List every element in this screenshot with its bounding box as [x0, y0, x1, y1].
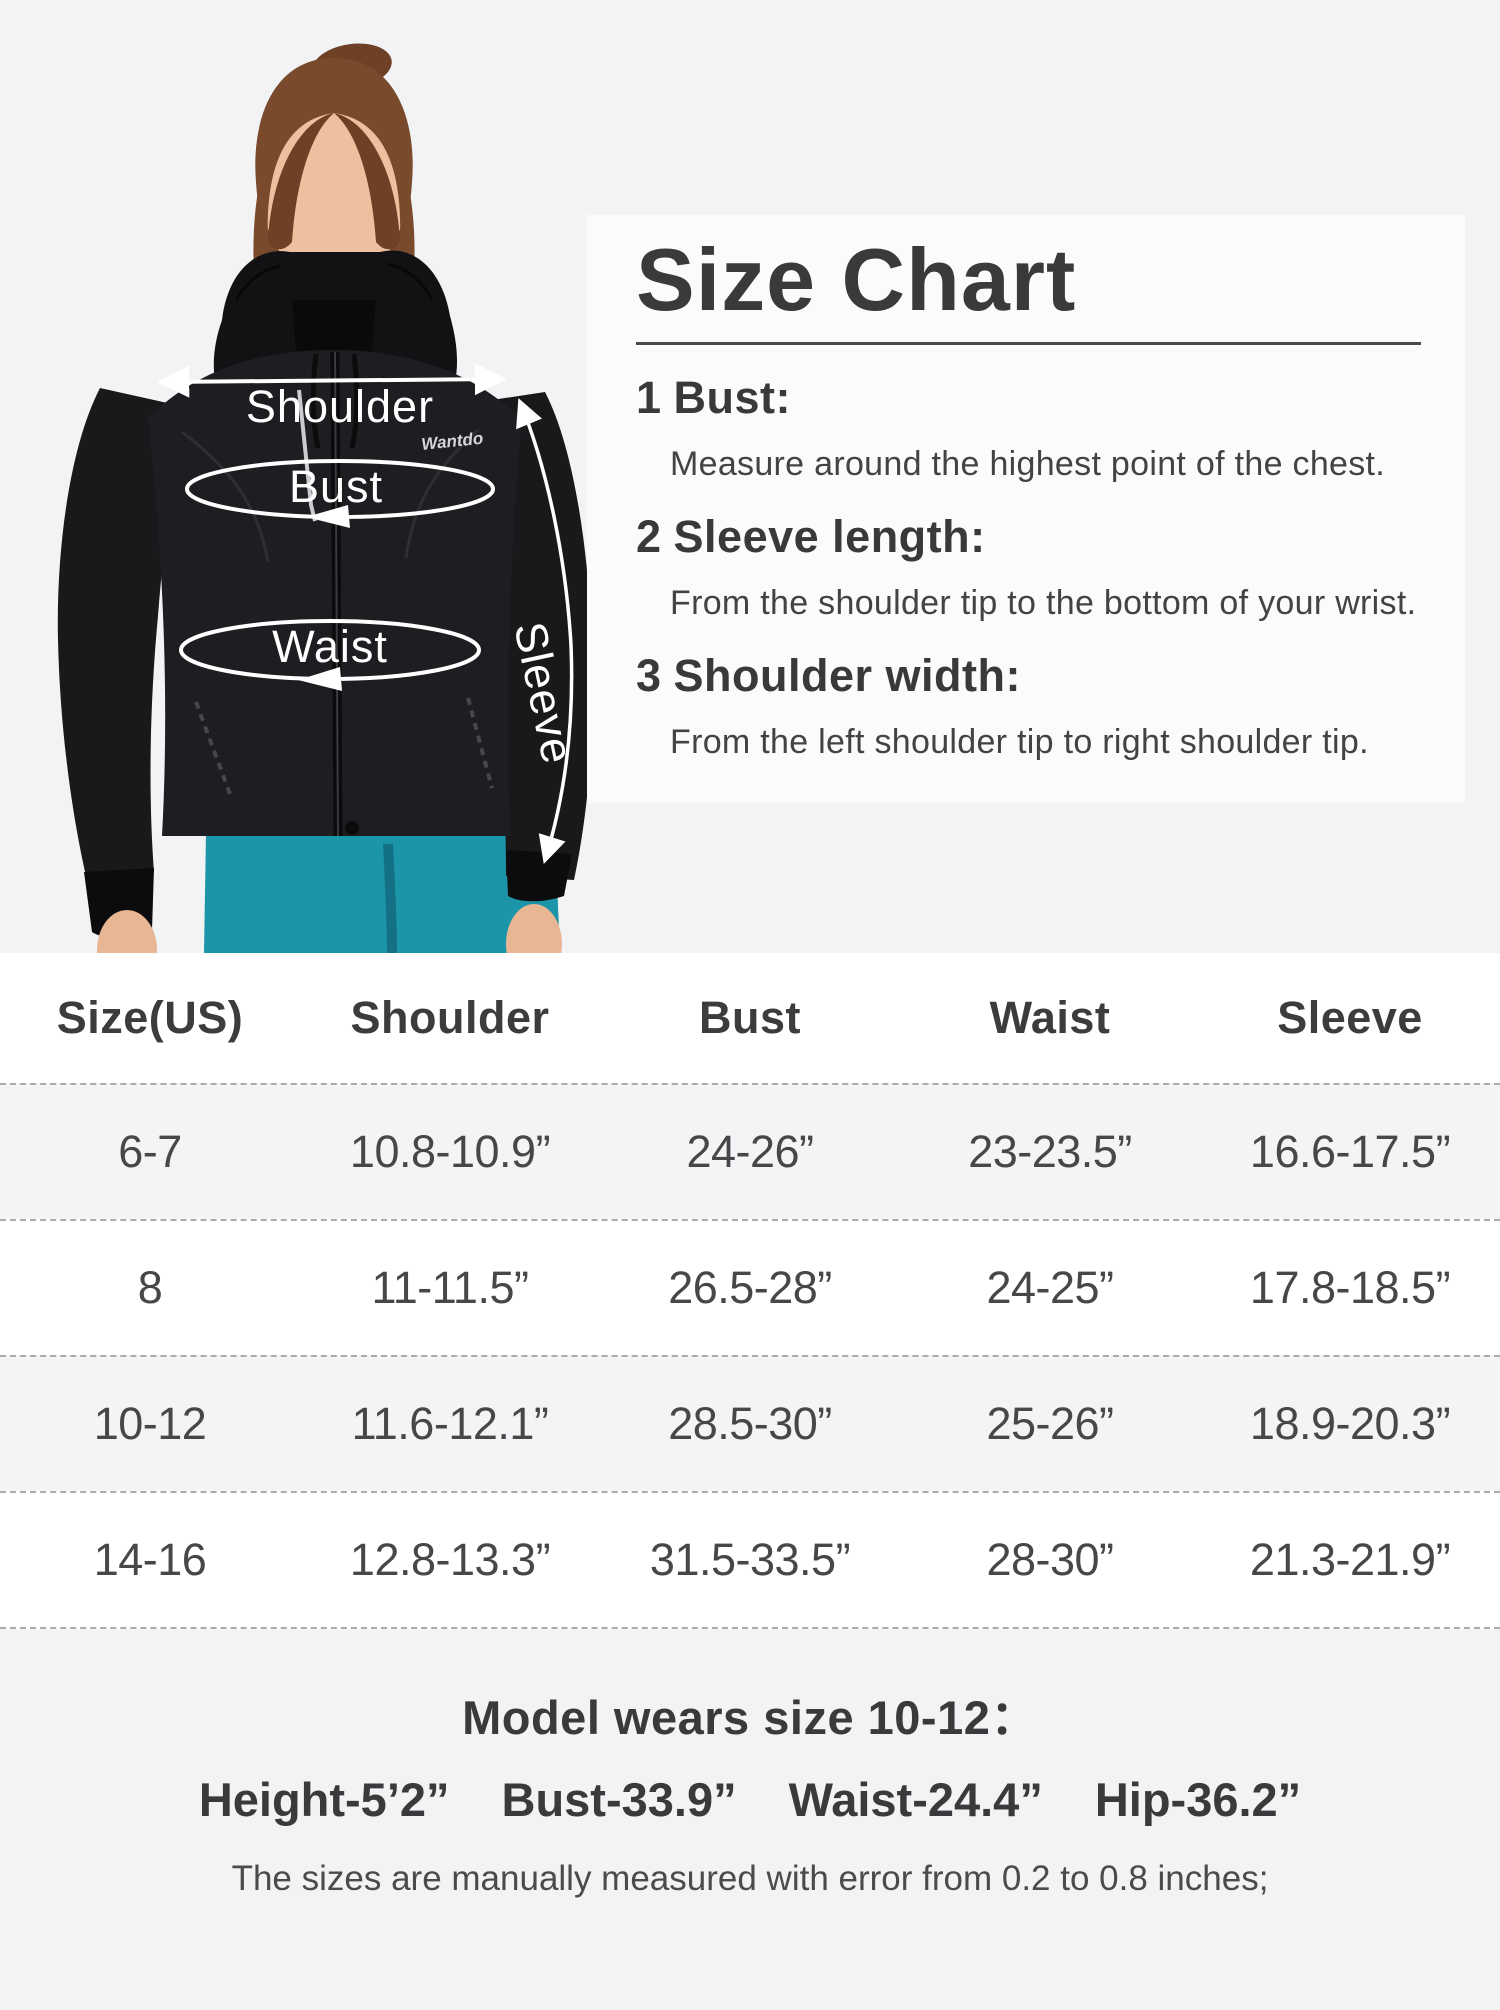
hair-bang-right [334, 113, 400, 250]
face [260, 87, 408, 283]
table-cell: 21.3-21.9” [1249, 1534, 1451, 1585]
guide-item-description: From the shoulder tip to the bottom of y… [670, 583, 1417, 622]
table-cell: 10.8-10.9” [349, 1126, 551, 1177]
table-row: 14-16 12.8-13.3” 31.5-33.5” 28-30” 21.3-… [0, 1491, 1500, 1629]
model-hip: Hip-36.2” [1094, 1773, 1302, 1826]
jacket-seam-left [181, 430, 270, 563]
table-row: 6-7 10.8-10.9” 24-26” 23-23.5” 16.6-17.5… [0, 1083, 1500, 1219]
guide-item-description: Measure around the highest point of the … [670, 444, 1386, 483]
table-cell: 26.5-28” [668, 1262, 832, 1313]
model-photo: Wantdo Shoulder Bust Waist Sleeve [57, 43, 594, 953]
waist-ellipse-arrowhead [298, 667, 342, 691]
hand-left [97, 910, 157, 953]
guide-item-label: Sleeve length: [673, 510, 986, 562]
hood-fur-detail [234, 262, 434, 301]
guide-item-number: 1 [636, 371, 662, 423]
model-measurements: Height-5’2” Bust-33.9” Waist-24.4” Hip-3… [0, 1772, 1500, 1827]
table-cell: 10-12 [93, 1398, 207, 1449]
table-cell: 11.6-12.1” [351, 1398, 549, 1449]
measure-guide-card: Size Chart 1 Bust: Measure around the hig… [587, 215, 1465, 803]
model-height: Height-5’2” [198, 1773, 450, 1826]
table-cell: 18.9-20.3” [1249, 1398, 1451, 1449]
table-cell: 25-26” [986, 1398, 1114, 1449]
guide-item-heading: 3 Shoulder width: [636, 650, 1421, 702]
bust-ellipse-arrowhead [306, 505, 350, 528]
size-table: Size(US) Shoulder Bust Waist Sleeve 6-7 … [0, 953, 1500, 1629]
model-size-note: Model wears size 10-12： [462, 1691, 1038, 1744]
table-header-row: Size(US) Shoulder Bust Waist Sleeve [0, 953, 1500, 1083]
table-cell: 28-30” [986, 1534, 1114, 1585]
guide-item-heading: 1 Bust: [636, 372, 1421, 424]
model-illustration: Wantdo [57, 43, 594, 953]
page-title: Size Chart [636, 230, 1077, 329]
table-cell: 28.5-30” [668, 1398, 832, 1449]
guide-item-label: Bust: [673, 371, 792, 423]
table-cell: 6-7 [118, 1126, 182, 1177]
table-row: 8 11-11.5” 26.5-28” 24-25” 17.8-18.5” [0, 1219, 1500, 1355]
table-cell: 23-23.5” [968, 1126, 1132, 1177]
footer-notes: Model wears size 10-12： Height-5’2” Bust… [0, 1629, 1500, 2010]
table-cell: 16.6-17.5” [1249, 1126, 1451, 1177]
sleeve-measure-arrow [516, 398, 574, 865]
pocket-zipper-left [194, 701, 232, 795]
table-row: 10-12 11.6-12.1” 28.5-30” 25-26” 18.9-20… [0, 1355, 1500, 1491]
guide-item-bust: 1 Bust: Measure around the highest point … [636, 372, 1421, 484]
guide-item-label: Shoulder width: [673, 649, 1021, 701]
model-waist: Waist-24.4” [788, 1773, 1043, 1826]
pocket-zipper-right [466, 697, 494, 789]
table-cell: 14-16 [93, 1534, 207, 1585]
center-zipper-highlight [334, 351, 339, 837]
turtleneck [292, 300, 376, 358]
table-cell: 24-25” [986, 1262, 1114, 1313]
table-cell: 8 [137, 1262, 163, 1313]
jacket-seam-right [404, 428, 480, 559]
pants-leg-seam [383, 843, 397, 953]
table-header-cell: Shoulder [350, 992, 550, 1043]
table-cell: 31.5-33.5” [649, 1534, 851, 1585]
title-underline [636, 341, 1421, 345]
table-header-cell: Bust [699, 992, 801, 1043]
table-header-cell: Size(US) [56, 992, 244, 1043]
waist-label: Waist [272, 621, 388, 672]
hero-section: Wantdo Shoulder Bust Waist Sleeve Size C… [0, 0, 1500, 953]
hand-right [506, 904, 562, 953]
shoulder-measure-arrow [157, 363, 507, 398]
table-cell: 12.8-13.3” [349, 1534, 551, 1585]
hair-bang-left [268, 113, 334, 250]
measurement-disclaimer: The sizes are manually measured with err… [231, 1859, 1269, 1898]
cuff-right [506, 850, 572, 902]
guide-item-number: 3 [636, 649, 662, 701]
hem-snap-button [345, 821, 359, 835]
table-cell: 11-11.5” [371, 1262, 529, 1313]
bust-label: Bust [289, 461, 383, 512]
model-bust: Bust-33.9” [501, 1773, 737, 1826]
table-header-cell: Sleeve [1277, 992, 1423, 1043]
guide-item-sleeve: 2 Sleeve length: From the shoulder tip to… [636, 511, 1421, 623]
table-cell: 17.8-18.5” [1249, 1262, 1451, 1313]
guide-item-heading: 2 Sleeve length: [636, 511, 1421, 563]
shoulder-label: Shoulder [246, 381, 434, 432]
guide-item-shoulder: 3 Shoulder width: From the left shoulder … [636, 650, 1421, 762]
table-header-cell: Waist [989, 992, 1111, 1043]
guide-item-description: From the left shoulder tip to right shou… [670, 722, 1369, 761]
guide-item-number: 2 [636, 510, 662, 562]
hair-front [255, 58, 413, 240]
table-cell: 24-26” [686, 1126, 814, 1177]
